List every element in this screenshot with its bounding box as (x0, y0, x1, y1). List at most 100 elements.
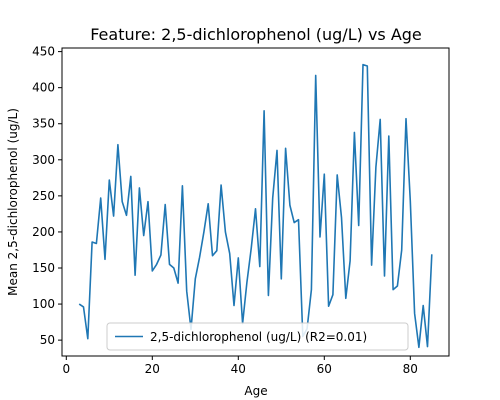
data-point (410, 200, 411, 201)
data-point (259, 266, 260, 267)
data-point (79, 303, 80, 304)
data-point (328, 306, 329, 307)
data-point (393, 289, 394, 290)
data-point (178, 283, 179, 284)
data-point (173, 267, 174, 268)
data-point (380, 119, 381, 120)
data-point (122, 201, 123, 202)
data-point (294, 222, 295, 223)
data-point (246, 282, 247, 283)
data-point (384, 275, 385, 276)
data-point (186, 290, 187, 291)
data-point (341, 217, 342, 218)
data-point (354, 132, 355, 133)
data-point (156, 264, 157, 265)
data-point (324, 174, 325, 175)
x-tick-label: 40 (231, 362, 246, 376)
series-line (78, 63, 433, 349)
series-layer (78, 63, 433, 349)
data-point (371, 265, 372, 266)
data-point (337, 174, 338, 175)
legend-box (106, 322, 409, 351)
plot-frame (61, 47, 450, 357)
data-point (289, 205, 290, 206)
data-point (225, 231, 226, 232)
data-point (126, 215, 127, 216)
data-point (113, 215, 114, 216)
data-point (117, 144, 118, 145)
y-tick-label: 450 (32, 45, 55, 59)
data-point (147, 201, 148, 202)
data-point (418, 347, 419, 348)
data-point (423, 305, 424, 306)
data-point (212, 255, 213, 256)
data-point (139, 187, 140, 188)
data-point (92, 241, 93, 242)
data-point (203, 231, 204, 232)
data-point (195, 278, 196, 279)
data-point (362, 64, 363, 65)
data-point (160, 254, 161, 255)
y-tick-label: 400 (32, 81, 55, 95)
data-point (319, 236, 320, 237)
y-tick-label: 50 (40, 333, 55, 347)
y-tick-label: 250 (32, 189, 55, 203)
data-point (397, 285, 398, 286)
data-point (135, 275, 136, 276)
data-point (285, 148, 286, 149)
data-point (216, 250, 217, 251)
data-point (281, 278, 282, 279)
y-tick-label: 350 (32, 117, 55, 131)
data-point (83, 306, 84, 307)
x-tick-label: 60 (317, 362, 332, 376)
data-point (427, 346, 428, 347)
data-point (388, 135, 389, 136)
data-point (229, 253, 230, 254)
data-point (233, 305, 234, 306)
data-point (169, 264, 170, 265)
data-point (375, 166, 376, 167)
data-point (268, 295, 269, 296)
data-point (272, 197, 273, 198)
data-point (315, 75, 316, 76)
data-point (350, 260, 351, 261)
data-point (345, 298, 346, 299)
legend-label: 2,5-dichlorophenol (ug/L) (R2=0.01) (150, 330, 367, 344)
data-point (96, 243, 97, 244)
data-point (104, 259, 105, 260)
data-point (298, 219, 299, 220)
data-point (152, 270, 153, 271)
data-point (358, 225, 359, 226)
data-point (87, 338, 88, 339)
data-point (100, 197, 101, 198)
data-point (208, 203, 209, 204)
chart-title: Feature: 2,5-dichlorophenol (ug/L) vs Ag… (90, 25, 422, 44)
y-tick-label: 150 (32, 261, 55, 275)
data-point (165, 204, 166, 205)
data-point (367, 65, 368, 66)
y-tick-label: 300 (32, 153, 55, 167)
y-tick-label: 100 (32, 297, 55, 311)
data-point (143, 235, 144, 236)
data-point (255, 208, 256, 209)
data-point (311, 289, 312, 290)
y-tick-label: 200 (32, 225, 55, 239)
data-point (182, 185, 183, 186)
x-axis-label: Age (244, 384, 267, 398)
data-point (405, 118, 406, 119)
x-tick-label: 20 (145, 362, 160, 376)
data-point (332, 294, 333, 295)
x-tick-label: 80 (403, 362, 418, 376)
data-point (264, 110, 265, 111)
data-point (130, 176, 131, 177)
data-point (401, 249, 402, 250)
data-point (414, 313, 415, 314)
data-point (276, 150, 277, 151)
data-point (109, 179, 110, 180)
axis-ticks: 0 20 40 60 80 50 100 150 200 250 300 350 400 450 (32, 45, 418, 376)
data-point (199, 257, 200, 258)
y-axis-label: Mean 2,5-dichlorophenol (ug/L) (6, 108, 20, 296)
data-point (431, 254, 432, 255)
data-point (238, 257, 239, 258)
